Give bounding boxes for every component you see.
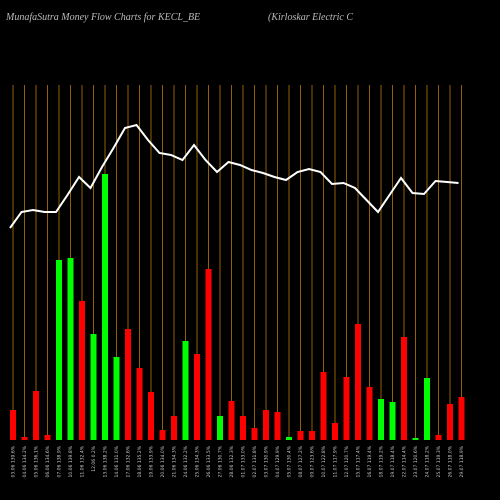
x-tick-label: 10.07 122.8% bbox=[321, 445, 327, 477]
x-tick-label: 05.06 136.1% bbox=[34, 445, 40, 477]
x-tick-label: 18.06 135.2% bbox=[137, 445, 143, 477]
x-tick-label: 21.06 134.3% bbox=[172, 445, 178, 477]
x-tick-label: 13.06 138.2% bbox=[103, 445, 109, 477]
bar bbox=[148, 392, 154, 440]
x-tick-label: 04.06 134.2% bbox=[22, 445, 28, 477]
bar bbox=[263, 410, 269, 440]
money-flow-line bbox=[9, 123, 459, 229]
bar bbox=[10, 410, 16, 440]
bar bbox=[21, 437, 28, 440]
bar bbox=[90, 334, 97, 440]
bar bbox=[171, 416, 177, 440]
chart-title: MunafaSutra Money Flow Charts for KECL_B… bbox=[5, 12, 200, 23]
x-tick-label: 11.06 132.4% bbox=[80, 445, 86, 477]
bar bbox=[56, 260, 62, 440]
x-tick-label: 27.06 130.7% bbox=[218, 445, 224, 477]
x-tick-label: 12.07 120.7% bbox=[344, 445, 350, 477]
x-tick-label: 18.07 119.2% bbox=[379, 445, 385, 477]
bar bbox=[113, 357, 120, 440]
x-tick-label: 17.06 132.6% bbox=[126, 445, 132, 477]
x-tick-label: 29.07 118.9% bbox=[459, 445, 465, 477]
bar bbox=[378, 399, 384, 440]
x-tick-label: 20.06 134.0% bbox=[160, 445, 166, 477]
bar bbox=[435, 435, 442, 440]
bar bbox=[355, 324, 361, 440]
x-tick-label: 05.07 130.4% bbox=[287, 445, 293, 477]
bar bbox=[447, 404, 453, 440]
x-tick-label: 09.07 123.6% bbox=[310, 445, 316, 477]
bar bbox=[401, 337, 407, 440]
x-tick-label: 28.06 132.3% bbox=[229, 445, 235, 477]
bar bbox=[240, 416, 246, 440]
bar bbox=[332, 423, 338, 440]
bar bbox=[217, 416, 223, 440]
x-tick-label: 03.07 130.9% bbox=[264, 445, 270, 477]
bar bbox=[44, 435, 51, 440]
bar bbox=[33, 391, 39, 440]
x-tick-label: 19.06 133.9% bbox=[149, 445, 155, 477]
x-tick-label: 24.06 132.2% bbox=[183, 445, 189, 477]
bar bbox=[102, 174, 108, 440]
bar bbox=[309, 431, 315, 440]
bar bbox=[205, 269, 212, 440]
bar bbox=[286, 437, 292, 440]
x-tick-label: 14.06 131.0% bbox=[114, 445, 120, 477]
x-tick-label: 25.07 119.3% bbox=[436, 445, 442, 477]
x-tick-label: 25.06 134.3% bbox=[195, 445, 201, 477]
x-tick-label: 26.07 118.0% bbox=[448, 445, 454, 477]
x-tick-label: 06.06 134.6% bbox=[45, 445, 51, 477]
x-tick-label: 10.06 139.8% bbox=[68, 445, 74, 477]
bar bbox=[389, 402, 396, 440]
x-tick-label: 19.07 118.4% bbox=[390, 445, 396, 477]
bar bbox=[274, 412, 281, 440]
bar bbox=[320, 372, 327, 440]
bar bbox=[125, 329, 131, 440]
bar bbox=[297, 431, 304, 440]
x-tick-label: 12.06 0.2% bbox=[91, 445, 97, 471]
bar bbox=[194, 354, 200, 440]
bar bbox=[424, 378, 430, 440]
bar bbox=[412, 438, 419, 440]
x-tick-label: 23.07 120.6% bbox=[413, 445, 419, 477]
bar bbox=[458, 397, 465, 440]
x-tick-label: 07.06 138.9% bbox=[57, 445, 63, 477]
chart-subtitle: (Kirloskar Electric C bbox=[268, 12, 353, 23]
x-tick-label: 24.07 118.2% bbox=[425, 445, 431, 477]
x-tick-label: 22.07 114.4% bbox=[402, 445, 408, 477]
bar bbox=[251, 428, 258, 440]
bar bbox=[136, 368, 143, 440]
bar bbox=[182, 341, 189, 440]
x-tick-label: 01.07 133.0% bbox=[241, 445, 247, 477]
bar bbox=[79, 301, 85, 440]
x-tick-label: 15.07 117.4% bbox=[356, 445, 362, 477]
bar bbox=[67, 258, 74, 440]
x-tick-label: 16.07 119.4% bbox=[367, 445, 373, 477]
bar bbox=[343, 377, 350, 440]
bar bbox=[366, 387, 373, 440]
x-tick-label: 26.06 133.5% bbox=[206, 445, 212, 477]
bar bbox=[159, 430, 166, 440]
x-tick-label: 11.07 117.9% bbox=[333, 445, 339, 477]
x-tick-label: 02.07 131.8% bbox=[252, 445, 258, 477]
x-tick-label: 08.07 127.2% bbox=[298, 445, 304, 477]
bar bbox=[228, 401, 235, 440]
x-tick-label: 03.06 139.6% bbox=[11, 445, 17, 477]
x-tick-label: 04.07 129.9% bbox=[275, 445, 281, 477]
